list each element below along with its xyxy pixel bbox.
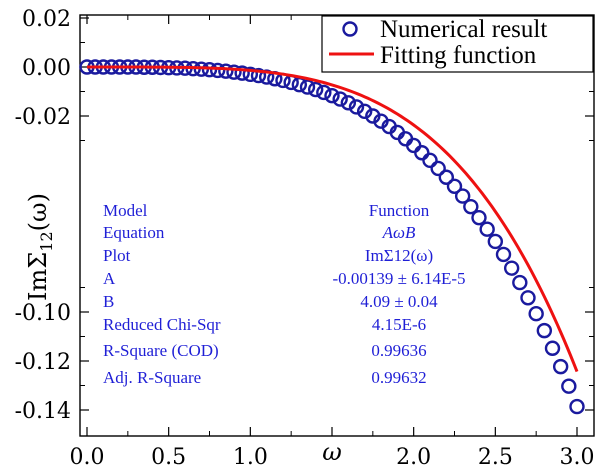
data-point: [552, 358, 569, 375]
data-point: [209, 62, 226, 79]
data-point: [234, 65, 250, 81]
data-point: [520, 290, 536, 306]
data-point: [446, 178, 463, 195]
x-tick-label: 1.0: [233, 445, 268, 470]
data-point: [291, 76, 308, 93]
y-axis-title-subscript: 12: [37, 231, 56, 251]
x-tick-label: 0.5: [151, 445, 186, 470]
data-point: [471, 209, 487, 226]
data-point: [528, 306, 544, 322]
stats-value-equation: AωB: [382, 223, 416, 242]
data-point: [561, 378, 577, 394]
data-point: [340, 95, 357, 111]
data-point: [226, 64, 242, 80]
legend-label-numerical-result: Numerical result: [380, 16, 547, 43]
y-axis-tick-labels: 0.02 0.00 -0.02 -0.10 -0.12 -0.14: [15, 7, 71, 424]
legend: Numerical result Fitting function: [321, 15, 594, 73]
data-point: [299, 79, 316, 95]
data-point: [430, 160, 446, 177]
data-point: [307, 81, 324, 98]
legend-box: [321, 15, 594, 73]
data-point: [463, 198, 479, 215]
numerical-result-series: [79, 59, 585, 415]
stats-value: 0.99632: [371, 368, 426, 387]
stats-label: B: [103, 292, 114, 311]
data-point: [544, 340, 561, 356]
y-tick-label: 0.02: [22, 7, 71, 32]
stats-value: 0.99636: [371, 341, 426, 360]
stats-label: A: [103, 269, 116, 288]
y-axis-title-main: ImΣ: [24, 252, 52, 301]
stats-label: Adj. R-Square: [103, 368, 201, 387]
data-point: [487, 233, 504, 250]
x-tick-label: 2.5: [478, 445, 513, 470]
fit-stats-table: Model Function Equation AωB Plot ImΣ12(ω…: [103, 201, 466, 387]
y-axis-title: ImΣ12(ω): [24, 193, 56, 301]
x-tick-label: 2.0: [396, 445, 431, 470]
data-point: [218, 63, 234, 79]
stats-label: Equation: [103, 223, 165, 242]
data-point: [348, 99, 365, 115]
data-point: [438, 169, 455, 185]
data-point: [479, 221, 495, 237]
stats-label: Model: [103, 201, 148, 220]
data-point: [242, 66, 259, 83]
data-point: [422, 152, 438, 169]
data-point: [414, 145, 430, 161]
data-point: [536, 322, 553, 339]
stats-label: Plot: [103, 246, 131, 265]
legend-label-fitting-function: Fitting function: [380, 42, 537, 69]
y-tick-label: -0.10: [15, 301, 71, 326]
x-tick-label: 0.0: [70, 445, 105, 470]
stats-value: 4.15E-6: [372, 315, 426, 334]
legend-marker-numerical-result: [342, 21, 358, 37]
stats-value: Function: [369, 201, 430, 220]
data-point: [316, 84, 332, 101]
data-point: [495, 246, 512, 263]
data-point: [512, 274, 528, 291]
data-point: [250, 67, 267, 84]
x-tick-label: 3.0: [560, 445, 595, 470]
y-tick-label: -0.12: [15, 350, 71, 375]
stats-label: R-Square (COD): [103, 341, 219, 360]
data-point: [569, 398, 585, 415]
data-point: [324, 87, 340, 104]
y-tick-label: -0.14: [15, 399, 71, 424]
y-tick-label: 0.00: [22, 56, 71, 81]
data-point: [503, 260, 520, 276]
data-point: [454, 188, 471, 204]
data-point: [332, 91, 348, 107]
stats-value: -0.00139 ± 6.14E-5: [332, 269, 465, 288]
stats-label: Reduced Chi-Sqr: [103, 315, 221, 334]
plot-frame: [79, 14, 595, 437]
x-axis-title: ω: [322, 438, 342, 466]
fitting-function-line: [87, 65, 579, 373]
data-point: [356, 103, 373, 120]
x-axis-tick-labels: 0.0 0.5 1.0 ω 2.0 2.5 3.0: [70, 438, 595, 470]
stats-value: 4.09 ± 0.04: [360, 292, 438, 311]
y-axis-title-arg: (ω): [24, 193, 52, 231]
y-tick-label: -0.02: [15, 105, 71, 130]
stats-value: ImΣ12(ω): [365, 246, 433, 265]
